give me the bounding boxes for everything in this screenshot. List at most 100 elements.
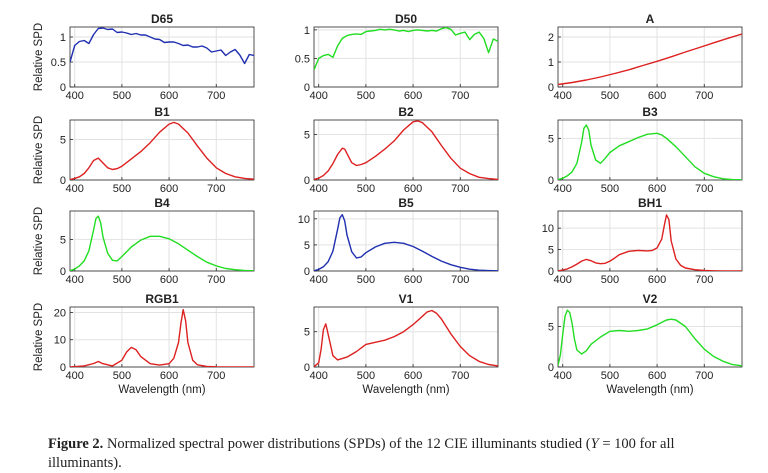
y-tick-label: 5 xyxy=(304,240,310,252)
y-tick-label: 0.5 xyxy=(295,53,310,65)
x-tick-label: 400 xyxy=(554,370,572,382)
axes-box xyxy=(69,306,255,368)
series-line xyxy=(70,215,254,271)
x-tick-label: 400 xyxy=(310,370,328,382)
x-tick-label: 400 xyxy=(310,183,328,195)
chart-panel-b1: 400 500 600 700 0 5 B1 Relative SPD xyxy=(33,105,255,195)
x-tick-label: 700 xyxy=(451,370,469,382)
x-tick-label: 500 xyxy=(357,90,375,102)
y-tick-label: 5 xyxy=(548,133,554,145)
y-tick-label: 5 xyxy=(304,130,310,142)
x-tick-label: 500 xyxy=(357,370,375,382)
y-tick-label: 5 xyxy=(548,245,554,257)
y-tick-label: 1 xyxy=(304,25,310,37)
x-tick-label: 600 xyxy=(648,183,666,195)
y-tick-label: 0 xyxy=(60,362,66,374)
axes-box xyxy=(69,210,255,272)
axes-box xyxy=(69,26,255,88)
x-tick-label: 600 xyxy=(648,90,666,102)
caption-variable: Y xyxy=(590,435,599,452)
series-line xyxy=(558,124,742,180)
x-tick-label: 700 xyxy=(695,274,713,286)
chart-panel-v2: 400 500 600 700 0 5 V2 Wavelength (nm) xyxy=(548,292,743,396)
x-tick-label: 500 xyxy=(357,183,375,195)
x-tick-label: 500 xyxy=(601,90,619,102)
x-tick-label: 700 xyxy=(207,370,225,382)
x-tick-label: 400 xyxy=(66,370,84,382)
chart-title: BH1 xyxy=(638,196,662,210)
x-tick-label: 400 xyxy=(66,274,84,286)
series-line xyxy=(314,213,498,271)
chart-panel-d65: 400 500 600 700 0 0.5 1 D65 Relative SPD xyxy=(33,12,255,102)
x-tick-label: 500 xyxy=(113,90,131,102)
chart-title: D65 xyxy=(151,12,173,26)
x-tick-label: 500 xyxy=(113,370,131,382)
y-tick-label: 0 xyxy=(60,266,66,278)
axes-box xyxy=(313,306,499,368)
axes-box xyxy=(69,119,255,181)
x-tick-label: 400 xyxy=(554,183,572,195)
chart-panel-bh1: 400 500 600 700 0 5 10 BH1 xyxy=(542,196,743,286)
x-axis-label: Wavelength (nm) xyxy=(362,384,449,396)
x-axis-label: Wavelength (nm) xyxy=(606,384,693,396)
axes-box xyxy=(313,119,499,181)
y-tick-label: 10 xyxy=(542,223,554,235)
series-line xyxy=(314,309,498,367)
y-axis-label: Relative SPD xyxy=(33,23,45,91)
chart-title: V1 xyxy=(399,292,414,306)
x-tick-label: 400 xyxy=(554,90,572,102)
x-tick-label: 600 xyxy=(404,370,422,382)
y-tick-label: 5 xyxy=(548,321,554,333)
chart-panel-b3: 400 500 600 700 0 5 B3 xyxy=(548,105,743,195)
y-tick-label: 0 xyxy=(304,82,310,94)
chart-title: A xyxy=(646,12,655,26)
y-tick-label: 5 xyxy=(60,134,66,146)
x-tick-label: 600 xyxy=(160,370,178,382)
x-axis-label: Wavelength (nm) xyxy=(118,384,205,396)
x-tick-label: 400 xyxy=(66,183,84,195)
x-tick-label: 600 xyxy=(648,274,666,286)
y-tick-label: 1 xyxy=(548,57,554,69)
chart-title: D50 xyxy=(395,12,417,26)
y-tick-label: 0.5 xyxy=(51,57,66,69)
chart-panel-b2: 400 500 600 700 0 5 B2 xyxy=(304,105,499,195)
chart-title: B1 xyxy=(154,105,170,119)
y-axis-label: Relative SPD xyxy=(33,116,45,184)
series-line xyxy=(70,309,254,367)
axes-box xyxy=(557,210,743,272)
x-tick-label: 400 xyxy=(554,274,572,286)
x-tick-label: 500 xyxy=(601,370,619,382)
series-line xyxy=(314,120,498,180)
chart-panel-rgb1: 400 500 600 700 0 10 20 RGB1 Relative SPD Wavelen… xyxy=(33,292,255,396)
axes-box xyxy=(557,119,743,181)
x-tick-label: 600 xyxy=(160,183,178,195)
y-tick-label: 0 xyxy=(304,266,310,278)
chart-panel-v1: 400 500 600 700 0 5 V1 Wavelength (nm) xyxy=(304,292,499,396)
x-tick-label: 500 xyxy=(601,274,619,286)
x-tick-label: 700 xyxy=(207,183,225,195)
figure-caption: Figure 2. Normalized spectral power dist… xyxy=(48,435,728,473)
series-line xyxy=(314,27,498,71)
series-line xyxy=(70,121,254,180)
x-tick-label: 700 xyxy=(451,90,469,102)
y-tick-label: 0 xyxy=(60,175,66,187)
series-line xyxy=(558,214,742,271)
x-tick-label: 500 xyxy=(113,183,131,195)
axes-box xyxy=(313,210,499,272)
caption-text-before: Normalized spectral power distributions … xyxy=(103,435,591,452)
series-line xyxy=(558,309,742,367)
x-tick-label: 700 xyxy=(695,370,713,382)
chart-title: B5 xyxy=(398,196,414,210)
x-tick-label: 400 xyxy=(66,90,84,102)
x-tick-label: 600 xyxy=(160,274,178,286)
y-tick-label: 0 xyxy=(548,82,554,94)
y-tick-label: 0 xyxy=(548,175,554,187)
chart-panel-b4: 400 500 600 700 0 5 B4 Relative SPD xyxy=(33,196,255,286)
y-tick-label: 10 xyxy=(298,214,310,226)
chart-title: B3 xyxy=(642,105,658,119)
y-axis-label: Relative SPD xyxy=(33,303,45,371)
y-axis-label: Relative SPD xyxy=(33,207,45,275)
x-tick-label: 600 xyxy=(160,90,178,102)
chart-title: V2 xyxy=(643,292,658,306)
